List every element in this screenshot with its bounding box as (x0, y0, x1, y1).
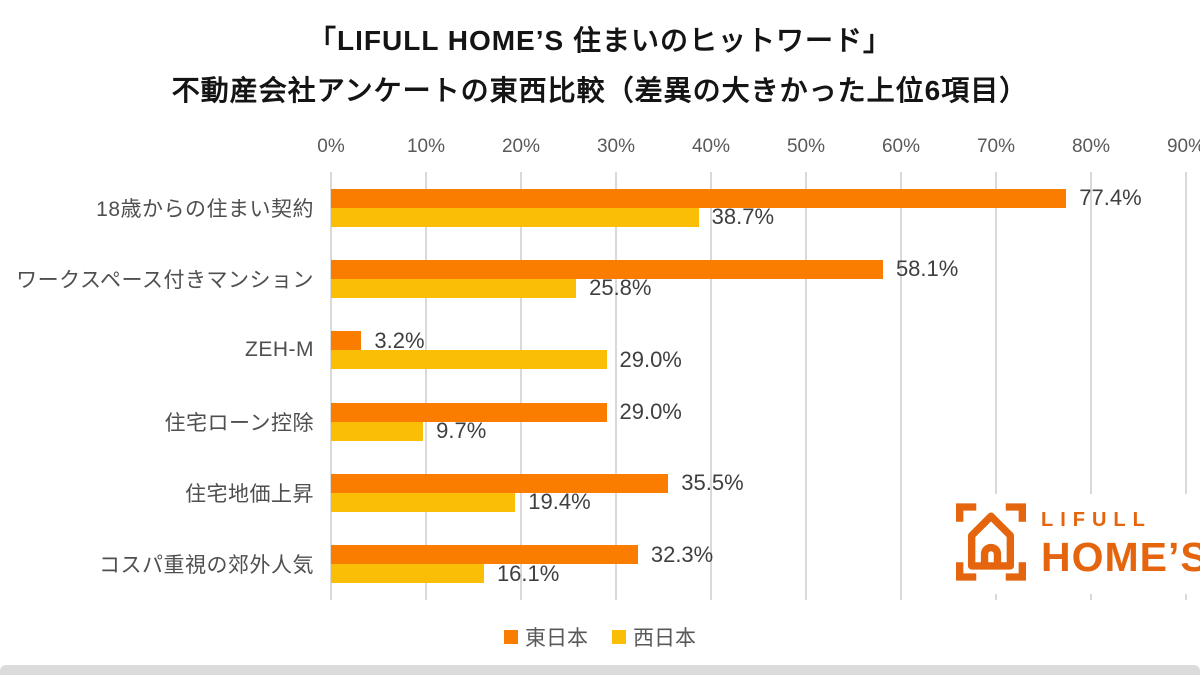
category-label: 18歳からの住まい契約 (96, 197, 314, 221)
chart-title: 「LIFULL HOME’S 住まいのヒットワード」 不動産会社アンケートの東西… (0, 16, 1200, 117)
bar-west (331, 350, 607, 370)
bar-group: 29.0% 9.7% (331, 386, 1186, 457)
gridline (710, 172, 712, 600)
value-label: 35.5% (681, 470, 744, 496)
axis-tick-label: 50% (786, 136, 826, 157)
category-labels: 18歳からの住まい契約ワークスペース付きマンション ZEH-M 住宅ローン控除住宅地… (0, 172, 314, 600)
axis-tick-label: 0% (317, 136, 345, 157)
bar-east (331, 188, 1067, 208)
axis-tick-label: 60% (881, 136, 920, 157)
value-label: 25.8% (589, 275, 652, 301)
bar-track: 9.7% (331, 418, 1186, 443)
logo-line1: LIFULL (1041, 509, 1152, 531)
gridline (614, 172, 617, 600)
axis-tick-label: 30% (596, 136, 635, 157)
gridline (899, 172, 902, 600)
value-label: 58.1% (895, 256, 959, 282)
legend-label: 西日本 (633, 627, 696, 650)
bar-group: 32.3% 16.1% (331, 529, 1186, 600)
bar-track: 29.0% (331, 347, 1186, 372)
bottom-strip (0, 665, 1200, 675)
bar-group: 3.2% 29.0% (331, 315, 1186, 386)
bar-west (331, 492, 516, 512)
bar-west (331, 564, 484, 584)
bar-track: 29.0% (331, 399, 1186, 424)
legend-label: 東日本 (525, 627, 588, 650)
chart-title-line2: 不動産会社アンケートの東西比較（差異の大きかった上位6項目） (171, 75, 1029, 107)
gridline (330, 172, 332, 600)
value-label: 19.4% (528, 489, 591, 515)
logo-text: LIFULL HOME’S (1041, 510, 1200, 578)
bar-group: 35.5% 19.4% (331, 457, 1186, 528)
bar-track: 58.1% (331, 256, 1186, 281)
gridline (520, 172, 522, 600)
bar-group: 77.4% 38.7% (331, 172, 1186, 243)
bar-track: 25.8% (331, 275, 1186, 300)
legend: 東日本 西日本 (0, 622, 1200, 652)
bar-track: 32.3% (331, 542, 1186, 567)
bar-east (331, 402, 607, 422)
bar-group: 58.1% 25.8% (331, 243, 1186, 314)
rows: 77.4% 38.7% 58.1% 25.8% 3.2% 29.0% 29.0% 9.7% 35… (331, 172, 1186, 600)
bar-east (331, 259, 883, 279)
value-label: 3.2% (374, 327, 425, 353)
category-label: ワークスペース付きマンション (16, 268, 314, 292)
gridline (425, 172, 427, 600)
legend-item-east: 東日本 (504, 622, 588, 652)
bar-east (331, 331, 362, 351)
axis-tick-label: 20% (501, 136, 541, 157)
chart-title-line1: 「LIFULL HOME’S 住まいのヒットワード」 (308, 25, 892, 56)
value-label: 29.0% (619, 399, 682, 425)
axis-tick-label: 10% (406, 136, 446, 157)
category-label: 住宅地価上昇 (185, 482, 314, 506)
axis-tick-label: 70% (976, 136, 1016, 157)
value-label: 29.0% (619, 346, 682, 372)
legend-swatch-east (504, 630, 518, 644)
category-label: ZEH-M (245, 338, 314, 362)
bar-track: 38.7% (331, 204, 1186, 229)
gridline (995, 172, 997, 600)
legend-swatch-west (612, 630, 626, 644)
bar-west (331, 421, 424, 441)
bar-west (331, 207, 699, 227)
value-label: 38.7% (711, 204, 775, 230)
gridline (1185, 172, 1187, 600)
axis-ticks: 0% 10% 20% 30% 40% 50% 60% 70% 80% 90% (317, 136, 1200, 160)
axis-tick-label: 80% (1071, 136, 1111, 157)
value-label: 9.7% (436, 418, 487, 444)
legend-item-west: 西日本 (612, 622, 696, 652)
bar-track: 3.2% (331, 328, 1186, 353)
bar-track: 35.5% (331, 470, 1186, 495)
plot-area: 77.4% 38.7% 58.1% 25.8% 3.2% 29.0% 29.0% 9.7% 35… (330, 172, 1187, 600)
bar-track: 19.4% (331, 489, 1186, 514)
value-label: 77.4% (1079, 185, 1142, 211)
value-label: 16.1% (496, 560, 560, 586)
gridline (805, 172, 807, 600)
logo-line2: HOME’S (1041, 534, 1200, 580)
category-label: コスパ重視の郊外人気 (99, 554, 314, 578)
bar-east (331, 545, 638, 565)
house-viewfinder-icon (956, 501, 1026, 588)
category-label: 住宅ローン控除 (164, 411, 314, 435)
bar-track: 77.4% (331, 185, 1186, 210)
bar-track: 16.1% (331, 561, 1186, 586)
value-label: 32.3% (650, 541, 714, 567)
axis-tick-label: 90% (1166, 136, 1200, 157)
bar-west (331, 278, 577, 298)
bar-east (331, 473, 669, 493)
gridline (1090, 172, 1092, 600)
lifull-homes-logo: LIFULL HOME’S (946, 494, 1200, 594)
axis-tick-label: 40% (691, 136, 731, 157)
